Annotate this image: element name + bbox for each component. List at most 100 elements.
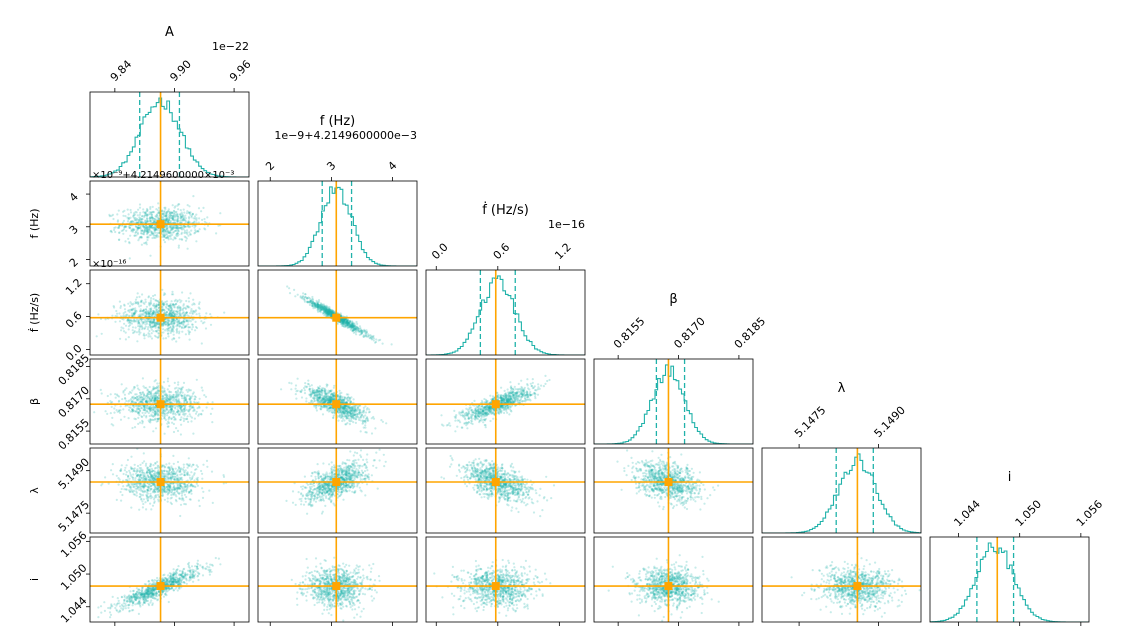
sample-point <box>371 336 374 339</box>
sample-point <box>147 311 150 314</box>
sample-point <box>503 398 506 401</box>
sample-point <box>508 395 511 398</box>
sample-point <box>122 408 125 411</box>
sample-point <box>171 318 175 321</box>
sample-point <box>152 311 155 314</box>
sample-point <box>350 325 353 328</box>
sample-point <box>323 405 326 408</box>
sample-point <box>137 319 140 322</box>
sample-point <box>142 232 145 236</box>
sample-point <box>324 309 327 312</box>
sample-point <box>161 322 164 326</box>
sample-point <box>144 214 147 217</box>
sample-point <box>133 311 136 314</box>
sample-point <box>141 420 144 423</box>
sample-point <box>143 225 146 228</box>
sample-point <box>347 321 350 324</box>
sample-point <box>300 389 303 392</box>
sample-point <box>357 404 360 408</box>
sample-point <box>135 410 138 413</box>
sample-point <box>173 387 177 390</box>
sample-point <box>342 407 345 410</box>
sample-point <box>319 401 322 404</box>
sample-point <box>149 391 152 394</box>
sample-point <box>342 406 345 409</box>
sample-point <box>143 386 146 389</box>
sample-point <box>146 410 149 413</box>
sample-point <box>511 394 514 397</box>
sample-point <box>325 392 328 395</box>
sample-point <box>340 318 343 321</box>
sample-point <box>137 404 140 407</box>
sample-point <box>474 417 477 420</box>
sample-point <box>142 301 145 304</box>
sample-point <box>311 305 314 308</box>
sample-point <box>154 379 157 382</box>
sample-point <box>511 400 514 403</box>
sample-point <box>189 389 192 392</box>
sample-point <box>187 320 190 323</box>
sample-point <box>180 321 183 324</box>
sample-point <box>145 305 148 308</box>
sample-point <box>317 387 320 390</box>
sample-point <box>173 321 176 324</box>
sample-point <box>175 400 178 403</box>
sample-point <box>161 233 165 236</box>
sample-point <box>326 397 329 400</box>
sample-point <box>350 326 353 329</box>
sample-point <box>323 387 326 390</box>
sample-point <box>150 406 153 409</box>
sample-point <box>194 229 197 232</box>
sample-point <box>138 404 141 407</box>
sample-point <box>149 220 152 223</box>
sample-point <box>309 299 312 303</box>
sample-point <box>149 302 152 305</box>
sample-point <box>329 311 332 314</box>
sample-point <box>128 314 131 317</box>
sample-point <box>167 313 170 316</box>
sample-point <box>326 310 329 313</box>
sample-point <box>117 226 120 230</box>
sample-point <box>345 396 349 399</box>
sample-point <box>501 399 504 402</box>
sample-point <box>475 410 478 414</box>
sample-point <box>306 382 310 385</box>
sample-point <box>123 225 126 228</box>
sample-point <box>150 310 153 313</box>
sample-point <box>148 329 151 333</box>
sample-point <box>177 383 180 386</box>
sample-point <box>161 302 164 306</box>
sample-point <box>344 405 348 408</box>
sample-point <box>143 337 146 340</box>
sample-point <box>191 318 194 321</box>
sample-point <box>128 319 131 322</box>
sample-point <box>331 311 334 314</box>
sample-point <box>340 398 343 401</box>
sample-point <box>170 313 173 316</box>
sample-point <box>164 337 168 340</box>
sample-point <box>169 326 172 329</box>
sample-point <box>344 407 347 410</box>
sample-point <box>137 221 140 224</box>
sample-point <box>286 285 289 288</box>
sample-point <box>363 330 366 333</box>
sample-point <box>325 311 328 314</box>
sample-point <box>179 433 182 436</box>
sample-point <box>327 311 330 314</box>
sample-point <box>353 410 356 413</box>
sample-point <box>318 396 321 399</box>
sample-point <box>323 395 326 398</box>
sample-point <box>176 234 179 238</box>
sample-point <box>324 309 327 313</box>
sample-point <box>167 218 170 221</box>
sample-point <box>179 219 182 222</box>
sample-point <box>156 408 159 411</box>
sample-point <box>346 321 349 325</box>
sample-point <box>189 213 192 216</box>
sample-point <box>147 236 150 239</box>
sample-point <box>523 386 526 389</box>
sample-point <box>165 302 169 305</box>
sample-point <box>316 309 319 312</box>
sample-point <box>352 325 355 328</box>
sample-point <box>137 301 140 304</box>
